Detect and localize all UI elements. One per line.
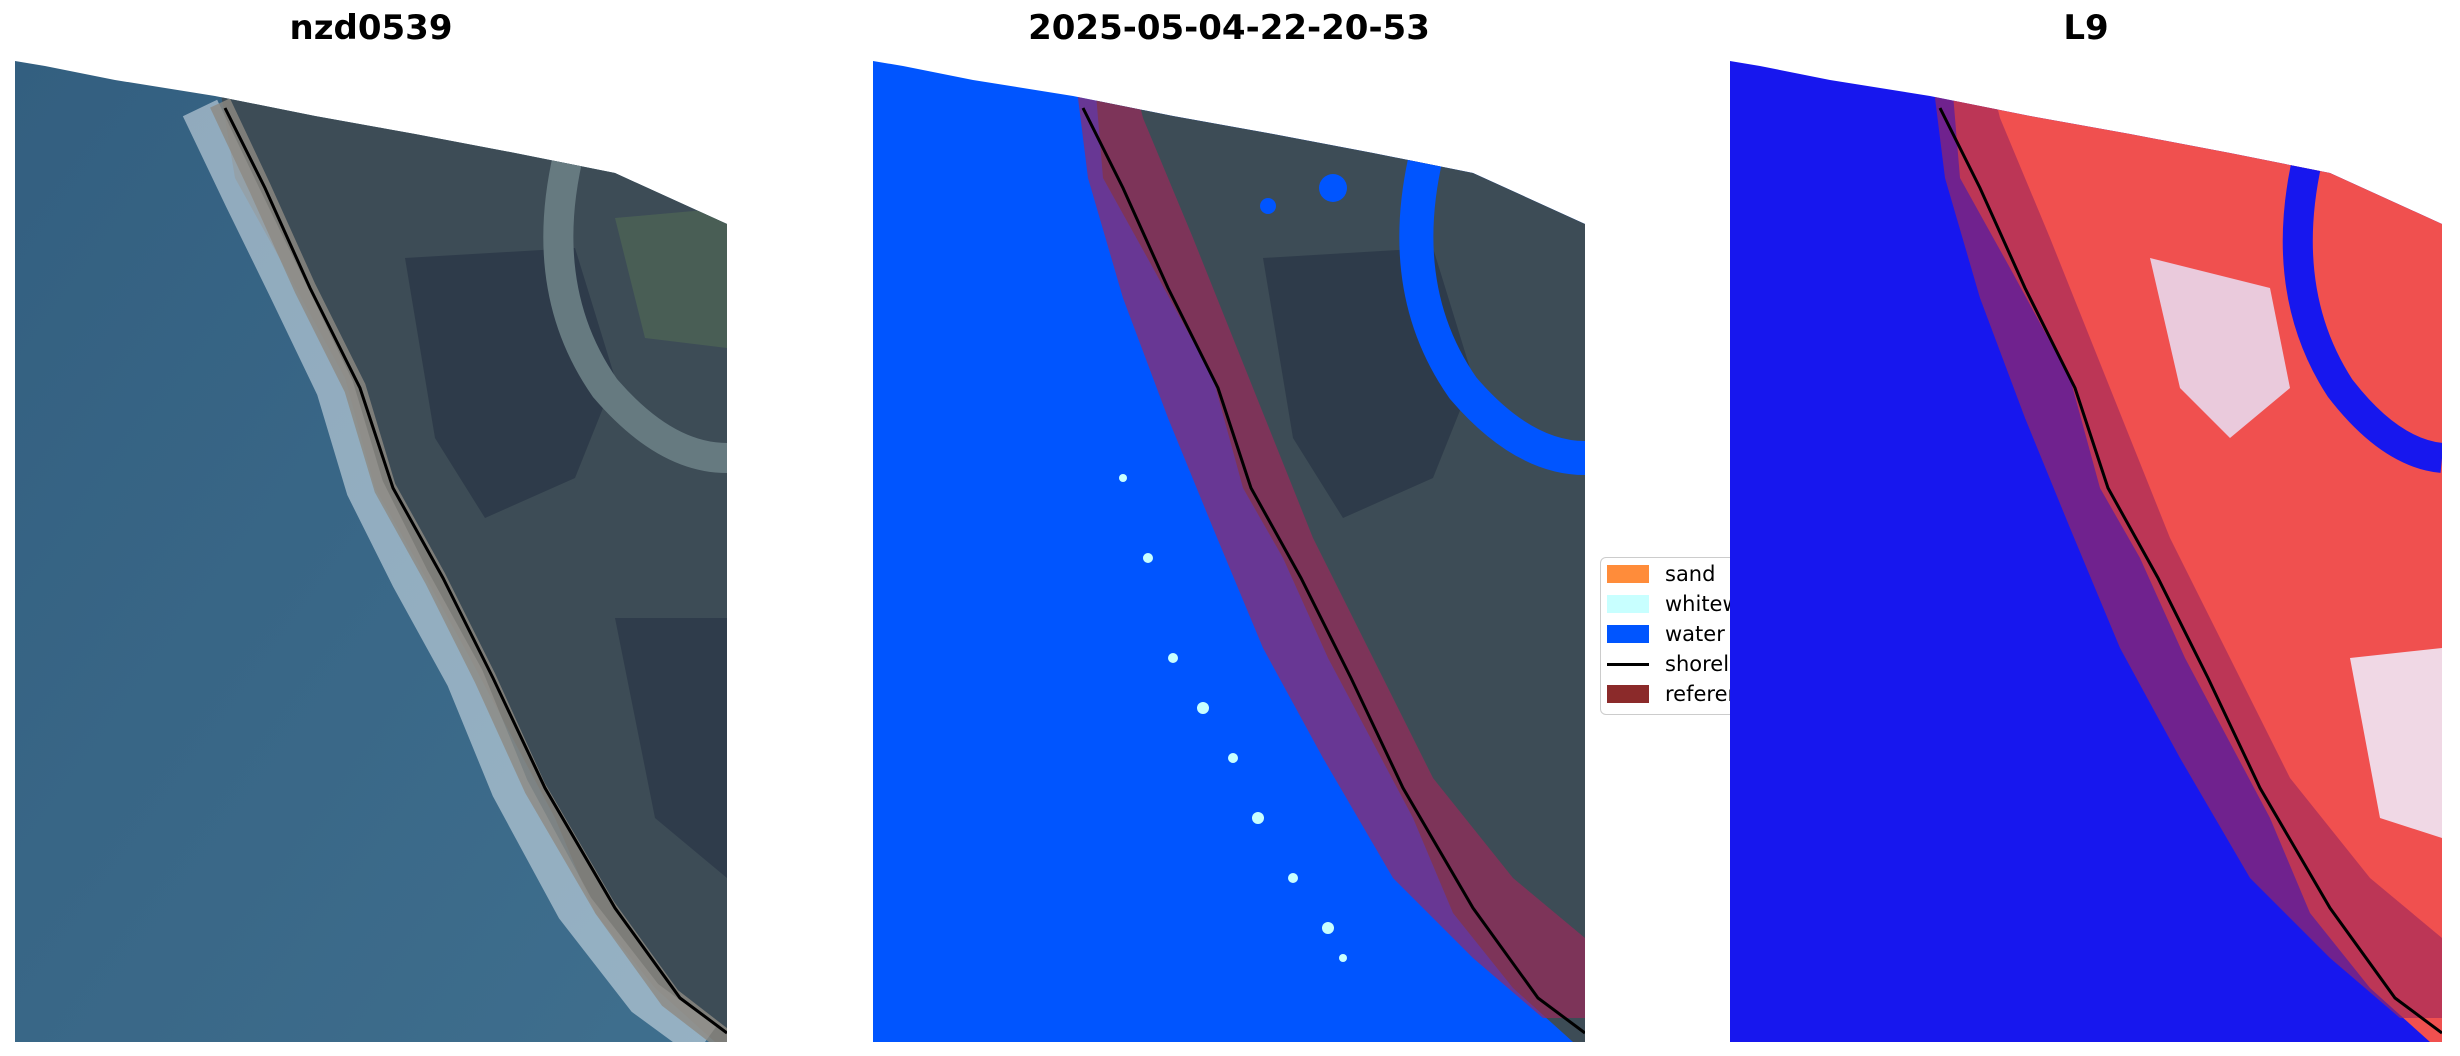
shoreline-line (223, 107, 727, 1035)
index-light-patch-2 (2350, 648, 2442, 838)
legend-label-sand: sand (1665, 562, 1716, 586)
rgb-image-panel (15, 61, 727, 1042)
legend-item-sand: sand (1607, 562, 1715, 586)
panel-title-rgb: nzd0539 (289, 8, 453, 48)
shoreline-line (1081, 107, 1585, 1035)
river (543, 144, 727, 473)
pond-water-2 (1260, 198, 1276, 214)
index-river (2282, 144, 2442, 473)
dark-forest-patch-2 (615, 618, 727, 878)
legend-item-reference: reference (1607, 682, 1749, 706)
panel-title-index: L9 (2063, 8, 2109, 48)
green-field (615, 208, 727, 348)
reference-buffer (1930, 61, 2442, 1018)
land-area (215, 61, 727, 1042)
whitewater-specks (1119, 474, 1347, 962)
reference-swatch (1607, 685, 1649, 703)
shoreline-line (1938, 107, 2442, 1035)
beach-strip (210, 98, 727, 1042)
reference-buffer (1073, 61, 1585, 1018)
surf-zone (182, 99, 717, 1042)
classified-image-panel (873, 61, 1585, 1042)
index-light-patches (2150, 258, 2290, 438)
pond-water (1319, 174, 1347, 202)
panel-title-classified: 2025-05-04-22-20-53 (1028, 8, 1430, 48)
legend-label-water: water (1665, 622, 1725, 646)
shoreline-swatch (1607, 662, 1649, 666)
index-image-panel (1730, 61, 2442, 1042)
legend-item-water: water (1607, 622, 1725, 646)
river-water-class (1399, 143, 1585, 475)
sand-swatch (1607, 565, 1649, 583)
whitewater-swatch (1607, 595, 1649, 613)
legend-item-shoreline: shoreline (1607, 652, 1749, 676)
water-swatch (1607, 625, 1649, 643)
